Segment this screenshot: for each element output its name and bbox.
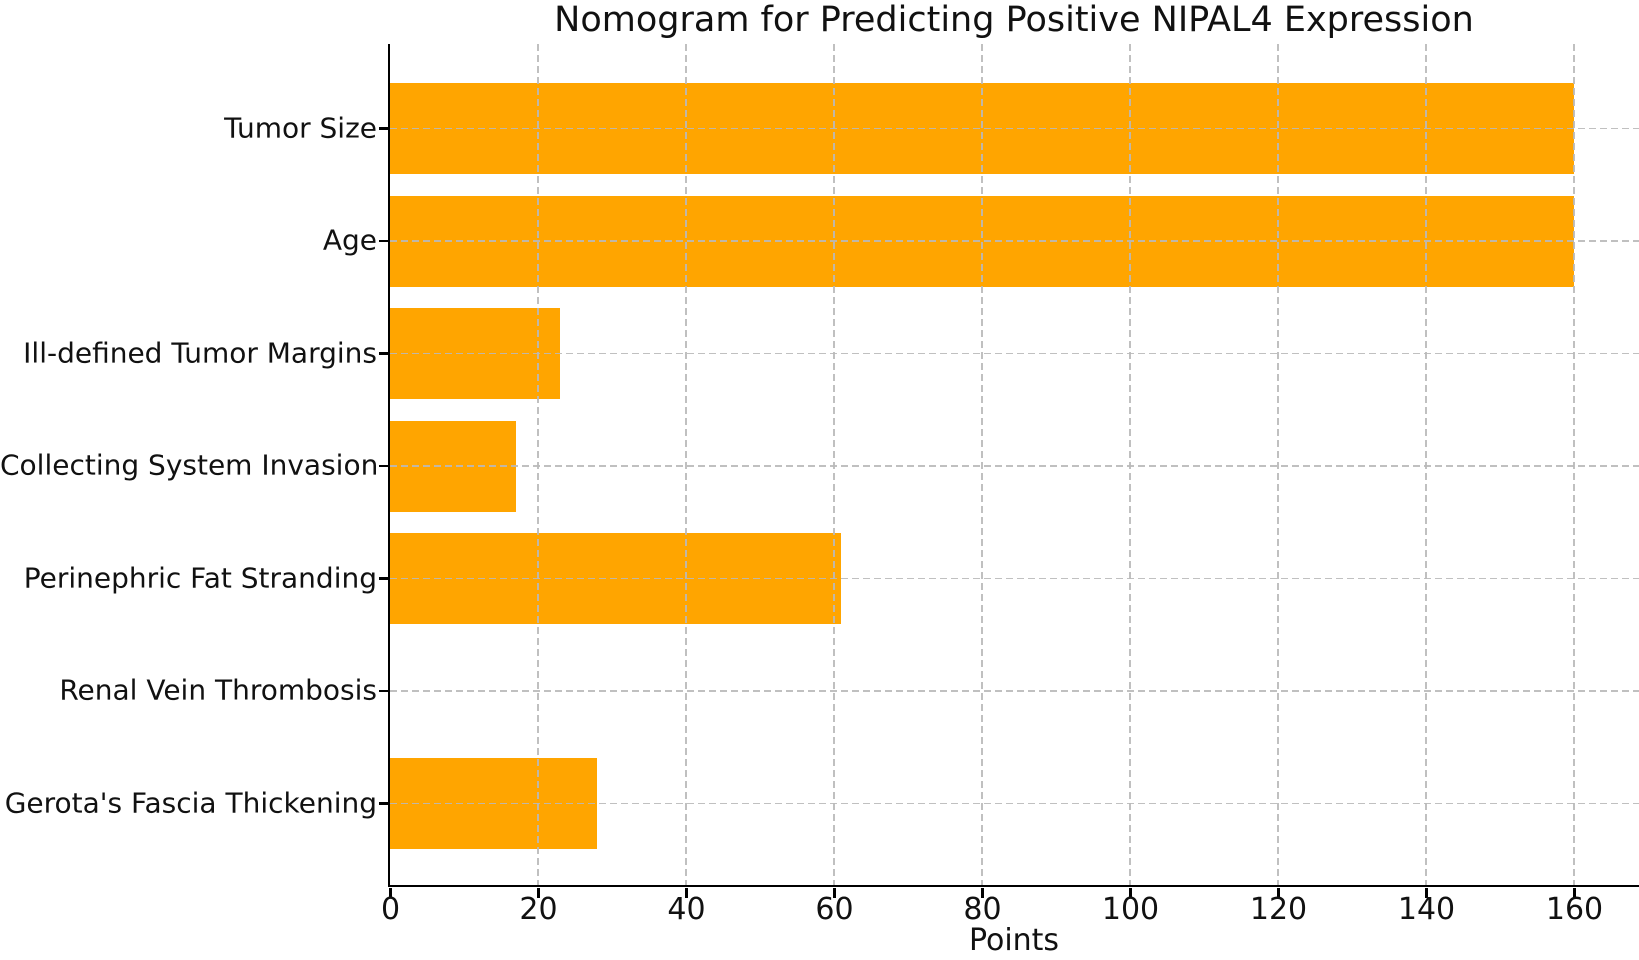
x-tick-label-100: 100	[1101, 892, 1160, 927]
x-gridline-60	[833, 44, 835, 885]
x-axis-label: Points	[968, 923, 1060, 958]
y-tick-renal-vein-thrombosis	[379, 689, 389, 693]
y-tick-tumor-size	[379, 127, 389, 130]
x-gridline-140	[1425, 44, 1427, 885]
y-gridline-renal-vein-thrombosis	[390, 690, 1639, 692]
x-tick-label-40: 40	[667, 892, 706, 927]
x-gridline-80	[981, 44, 983, 885]
x-tick-80	[981, 888, 984, 898]
x-tick-label-120: 120	[1249, 892, 1308, 927]
x-tick-label-140: 140	[1397, 892, 1456, 927]
y-gridline-ill-defined-tumor-margins	[390, 352, 1639, 355]
x-tick-label-20: 20	[519, 892, 558, 927]
x-tick-label-60: 60	[815, 892, 854, 927]
y-gridline-age	[390, 240, 1639, 242]
x-tick-label-0: 0	[380, 892, 401, 927]
x-gridline-100	[1129, 44, 1131, 885]
y-tick-label-gerota-s-fascia-thickening: Gerota's Fascia Thickening	[4, 786, 377, 820]
chart-title: Nomogram for Predicting Positive NIPAL4 …	[554, 0, 1474, 40]
x-gridline-20	[537, 44, 539, 885]
y-tick-label-age: Age	[322, 223, 377, 257]
x-gridline-160	[1573, 44, 1575, 885]
x-gridline-120	[1277, 44, 1279, 885]
y-tick-gerota-s-fascia-thickening	[379, 802, 389, 805]
x-tick-140	[1425, 888, 1428, 898]
x-tick-60	[833, 888, 836, 898]
y-tick-label-collecting-system-invasion: Collecting System Invasion	[0, 448, 379, 482]
y-gridline-tumor-size	[390, 127, 1639, 130]
y-tick-label-tumor-size: Tumor Size	[224, 111, 377, 145]
y-tick-label-renal-vein-thrombosis: Renal Vein Thrombosis	[59, 673, 377, 707]
x-tick-100	[1129, 888, 1132, 898]
y-tick-perinephric-fat-stranding	[379, 577, 389, 580]
y-tick-age	[379, 239, 389, 243]
x-tick-160	[1573, 888, 1576, 898]
x-tick-120	[1277, 888, 1280, 898]
x-tick-label-160: 160	[1545, 892, 1604, 927]
x-gridline-40	[685, 44, 687, 885]
y-tick-label-perinephric-fat-stranding: Perinephric Fat Stranding	[23, 561, 377, 595]
x-tick-20	[537, 888, 540, 898]
y-tick-label-ill-defined-tumor-margins: Ill-defined Tumor Margins	[23, 336, 377, 370]
x-tick-0	[389, 888, 392, 898]
y-gridline-collecting-system-invasion	[390, 465, 1639, 467]
y-gridline-gerota-s-fascia-thickening	[390, 802, 1639, 805]
y-tick-collecting-system-invasion	[379, 464, 389, 468]
plot-area	[388, 44, 1639, 887]
x-tick-40	[685, 888, 688, 898]
x-tick-label-80: 80	[963, 892, 1002, 927]
y-gridline-perinephric-fat-stranding	[390, 577, 1639, 580]
y-tick-ill-defined-tumor-margins	[379, 352, 389, 355]
